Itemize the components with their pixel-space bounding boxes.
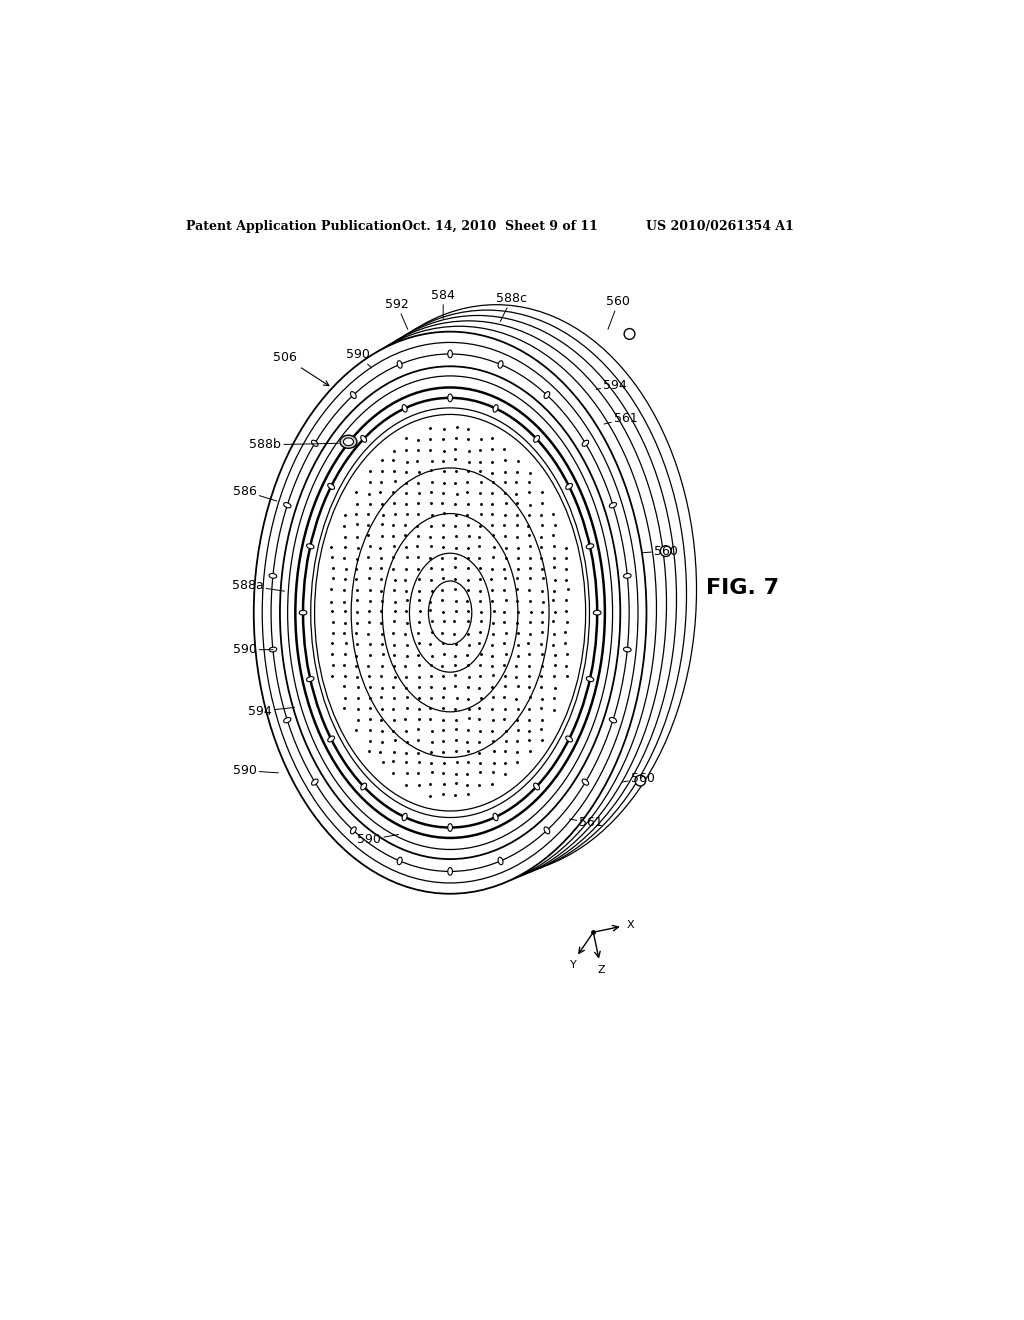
Text: 560: 560: [622, 772, 655, 785]
Ellipse shape: [402, 813, 408, 821]
Ellipse shape: [360, 436, 367, 442]
Text: 590: 590: [232, 643, 273, 656]
Ellipse shape: [328, 737, 335, 742]
Ellipse shape: [565, 737, 572, 742]
Text: US 2010/0261354 A1: US 2010/0261354 A1: [646, 220, 795, 234]
Ellipse shape: [343, 438, 353, 446]
Ellipse shape: [306, 544, 314, 549]
Text: 561: 561: [604, 412, 638, 425]
Ellipse shape: [311, 440, 318, 446]
Ellipse shape: [299, 610, 307, 615]
Ellipse shape: [498, 360, 503, 368]
Text: 594: 594: [248, 705, 295, 718]
Ellipse shape: [447, 395, 453, 401]
Ellipse shape: [593, 610, 601, 615]
Ellipse shape: [660, 545, 671, 557]
Text: 590: 590: [346, 348, 372, 368]
Ellipse shape: [534, 783, 540, 789]
Text: 588b: 588b: [250, 438, 339, 451]
Ellipse shape: [402, 405, 408, 412]
Ellipse shape: [397, 857, 402, 865]
Ellipse shape: [544, 392, 550, 399]
Ellipse shape: [397, 360, 402, 368]
Ellipse shape: [269, 647, 276, 652]
Ellipse shape: [350, 392, 356, 399]
Ellipse shape: [360, 783, 367, 789]
Text: FIG. 7: FIG. 7: [706, 578, 779, 598]
Ellipse shape: [544, 826, 550, 834]
Text: 560: 560: [606, 296, 631, 330]
Text: 560: 560: [643, 545, 678, 557]
Text: Patent Application Publication: Patent Application Publication: [186, 220, 401, 234]
Ellipse shape: [625, 329, 635, 339]
Ellipse shape: [582, 779, 589, 785]
Text: 506: 506: [272, 351, 329, 385]
Text: 586: 586: [232, 484, 276, 502]
Ellipse shape: [565, 483, 572, 490]
Text: 592: 592: [385, 298, 409, 330]
Text: Z: Z: [597, 965, 605, 975]
Ellipse shape: [582, 440, 589, 446]
Ellipse shape: [284, 718, 291, 723]
Ellipse shape: [494, 813, 498, 821]
Text: 594: 594: [596, 379, 627, 392]
Ellipse shape: [447, 350, 453, 358]
Ellipse shape: [587, 544, 594, 549]
Ellipse shape: [350, 826, 356, 834]
Ellipse shape: [447, 867, 453, 875]
Ellipse shape: [609, 503, 616, 508]
Ellipse shape: [328, 483, 335, 490]
Text: Oct. 14, 2010  Sheet 9 of 11: Oct. 14, 2010 Sheet 9 of 11: [402, 220, 598, 234]
Text: Y: Y: [570, 960, 577, 970]
Ellipse shape: [587, 677, 594, 681]
Ellipse shape: [447, 824, 453, 832]
Ellipse shape: [498, 857, 503, 865]
Text: 584: 584: [431, 289, 455, 318]
Ellipse shape: [311, 779, 318, 785]
Ellipse shape: [306, 677, 314, 681]
Ellipse shape: [534, 436, 540, 442]
Ellipse shape: [624, 573, 631, 578]
Ellipse shape: [609, 718, 616, 723]
Ellipse shape: [340, 436, 357, 449]
Ellipse shape: [284, 503, 291, 508]
Text: 588a: 588a: [231, 579, 285, 593]
Ellipse shape: [269, 573, 276, 578]
Ellipse shape: [635, 775, 646, 785]
Text: X: X: [627, 920, 634, 929]
Text: 588c: 588c: [497, 292, 527, 322]
Text: 561: 561: [569, 816, 603, 829]
Ellipse shape: [494, 405, 498, 412]
Text: 590: 590: [232, 764, 279, 777]
Ellipse shape: [254, 331, 646, 894]
Ellipse shape: [624, 647, 631, 652]
Text: 590: 590: [357, 833, 398, 846]
